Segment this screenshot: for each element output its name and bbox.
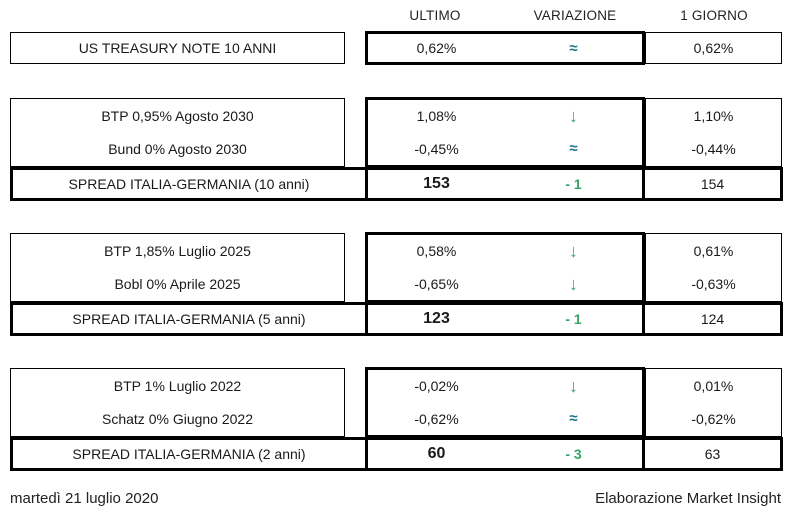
spread-ultimo-value: 123 — [423, 310, 450, 327]
giorno-value: -0,62% — [691, 411, 736, 428]
labels-box-5y: BTP 1,85% Luglio 2025 Bobl 0% Aprile 202… — [10, 233, 345, 302]
ultimo-value: -0,45% — [414, 140, 459, 157]
variation-icon: ≈ — [569, 410, 578, 428]
footer-credit: Elaborazione Market Insight — [595, 490, 781, 507]
giorno-value: -0,63% — [691, 276, 736, 293]
variation-icon: ↓ — [569, 273, 578, 294]
spread-giorno-value: 124 — [700, 311, 725, 327]
bond-label: BTP 0,95% Agosto 2030 — [101, 107, 254, 124]
ultimo-value: -0,65% — [414, 275, 459, 292]
giorno-box-2y: 0,01% -0,62% — [645, 368, 782, 437]
giorno-box-5y: 0,61% -0,63% — [645, 233, 782, 302]
variation-icon: ↓ — [569, 376, 578, 397]
table-row: 0,62% ≈ — [368, 34, 642, 62]
treasury-label-box: US TREASURY NOTE 10 ANNI — [10, 32, 345, 64]
spread-variation-value: - 1 — [565, 311, 582, 327]
column-header-variazione: VARIAZIONE — [533, 8, 617, 23]
giorno-value: 0,61% — [693, 242, 734, 259]
variation-icon: ≈ — [569, 140, 578, 158]
table-row: -0,45% ≈ — [368, 133, 642, 166]
ultimo-value: -0,62% — [414, 410, 459, 427]
spread-variation-value: - 3 — [565, 446, 582, 462]
ultimo-value: 0,58% — [416, 243, 457, 260]
variation-icon: ↓ — [569, 106, 578, 127]
footer-date: martedì 21 luglio 2020 — [10, 490, 159, 507]
table-row: -0,65% ↓ — [368, 268, 642, 301]
spread-giorno-value: 63 — [704, 446, 721, 462]
spread-ultimo-value: 153 — [423, 175, 450, 192]
values-box-2y: -0,02% ↓ -0,62% ≈ — [365, 367, 645, 438]
column-header-ultimo: ULTIMO — [409, 8, 461, 23]
spread-variation-value: - 1 — [565, 176, 582, 192]
giorno-value: 0,62% — [693, 40, 734, 56]
spread-row-2y: SPREAD ITALIA-GERMANIA (2 anni) 60 - 3 6… — [10, 437, 783, 471]
table-row: 0,58% ↓ — [368, 235, 642, 268]
spread-label: SPREAD ITALIA-GERMANIA (2 anni) — [72, 446, 306, 462]
column-header-1-giorno: 1 GIORNO — [680, 8, 748, 23]
giorno-value: -0,44% — [691, 141, 736, 158]
bond-label: Bobl 0% Aprile 2025 — [114, 276, 241, 293]
bond-label: BTP 1% Luglio 2022 — [113, 377, 242, 394]
ultimo-value: -0,02% — [414, 378, 459, 395]
spread-values: 60 - 3 — [365, 440, 645, 468]
ultimo-value: 1,08% — [416, 108, 457, 125]
values-box-5y: 0,58% ↓ -0,65% ↓ — [365, 232, 645, 303]
spread-row-5y: SPREAD ITALIA-GERMANIA (5 anni) 123 - 1 … — [10, 302, 783, 336]
spread-values: 123 - 1 — [365, 305, 645, 333]
labels-box-10y: BTP 0,95% Agosto 2030 Bund 0% Agosto 203… — [10, 98, 345, 167]
giorno-value: 1,10% — [693, 107, 734, 124]
bond-label: Schatz 0% Giugno 2022 — [102, 411, 253, 428]
table-row: -0,02% ↓ — [368, 370, 642, 403]
table-row: -0,62% ≈ — [368, 403, 642, 436]
values-box-10y: 1,08% ↓ -0,45% ≈ — [365, 97, 645, 168]
table-row: 1,08% ↓ — [368, 100, 642, 133]
bond-label: Bund 0% Agosto 2030 — [108, 141, 247, 158]
variation-icon: ↓ — [569, 241, 578, 262]
labels-box-2y: BTP 1% Luglio 2022 Schatz 0% Giugno 2022 — [10, 368, 345, 437]
giorno-box-10y: 1,10% -0,44% — [645, 98, 782, 167]
spread-ultimo-value: 60 — [427, 445, 446, 462]
bond-label: US TREASURY NOTE 10 ANNI — [78, 40, 277, 56]
variation-icon: ≈ — [569, 39, 578, 57]
treasury-values-box: 0,62% ≈ — [365, 31, 645, 65]
spread-label: SPREAD ITALIA-GERMANIA (10 anni) — [68, 176, 310, 192]
bond-label: BTP 1,85% Luglio 2025 — [104, 242, 251, 259]
ultimo-value: 0,62% — [416, 40, 457, 56]
treasury-giorno-box: 0,62% — [645, 32, 782, 64]
spread-giorno-value: 154 — [700, 176, 725, 192]
giorno-value: 0,01% — [693, 377, 734, 394]
spread-values: 153 - 1 — [365, 170, 645, 198]
spread-row-10y: SPREAD ITALIA-GERMANIA (10 anni) 153 - 1… — [10, 167, 783, 201]
spread-label: SPREAD ITALIA-GERMANIA (5 anni) — [72, 311, 306, 327]
